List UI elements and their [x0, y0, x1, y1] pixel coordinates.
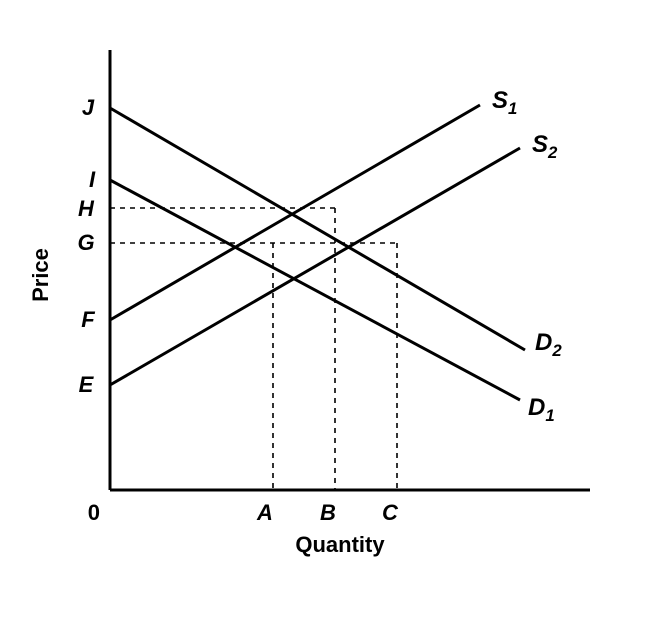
x-label-A: A [256, 500, 273, 525]
origin-label: 0 [88, 500, 100, 525]
y-label-E: E [79, 372, 95, 397]
y-label-I: I [89, 167, 96, 192]
x-label-B: B [320, 500, 336, 525]
curve-label-d2: D2 [535, 329, 562, 360]
demand-curve-d1 [110, 180, 520, 400]
x-axis-title: Quantity [295, 532, 385, 557]
y-axis-title: Price [28, 248, 53, 302]
curve-label-s1: S1 [492, 87, 517, 118]
y-label-H: H [78, 196, 95, 221]
supply-curve-s2 [110, 148, 520, 385]
curve-label-d1: D1 [528, 394, 555, 425]
chart-svg: J I H G F E A B C 0 S1 S2 D1 D2 Price Qu… [0, 0, 666, 626]
curve-label-s2: S2 [532, 131, 558, 162]
y-label-G: G [77, 230, 94, 255]
y-label-J: J [82, 95, 95, 120]
supply-demand-chart: { "chart": { "type": "line", "width": 66… [0, 0, 666, 626]
x-label-C: C [382, 500, 399, 525]
y-label-F: F [81, 307, 95, 332]
demand-curve-d2 [110, 108, 525, 350]
supply-curve-s1 [110, 105, 480, 320]
